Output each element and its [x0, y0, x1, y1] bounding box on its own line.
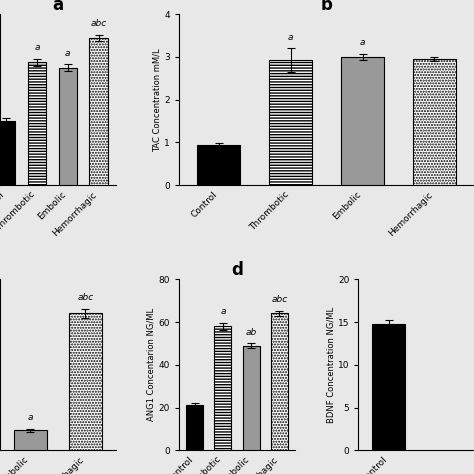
Bar	[69, 313, 102, 450]
Bar	[14, 430, 47, 450]
Bar	[0, 121, 16, 185]
Text: a: a	[34, 43, 40, 52]
Y-axis label: BDNF Concentration NG/ML: BDNF Concentration NG/ML	[326, 307, 335, 423]
Bar	[59, 68, 77, 185]
Text: a: a	[65, 49, 71, 58]
Title: b: b	[320, 0, 333, 14]
Bar	[197, 145, 240, 185]
Bar	[186, 405, 203, 450]
Title: a: a	[52, 0, 64, 14]
Text: abc: abc	[91, 19, 107, 28]
Text: a: a	[27, 413, 33, 422]
Text: a: a	[360, 38, 365, 47]
Text: a: a	[288, 33, 293, 42]
Bar	[372, 324, 405, 450]
Bar	[28, 62, 46, 185]
Bar	[271, 313, 288, 450]
Text: abc: abc	[271, 295, 287, 304]
Bar	[413, 59, 456, 185]
Title: d: d	[231, 261, 243, 279]
Bar	[269, 60, 312, 185]
Bar	[341, 57, 384, 185]
Text: abc: abc	[77, 293, 93, 302]
Y-axis label: TAC Concentration mM/L: TAC Concentration mM/L	[153, 48, 162, 152]
Bar	[214, 326, 231, 450]
Text: a: a	[220, 307, 226, 316]
Text: ab: ab	[246, 328, 257, 337]
Bar	[90, 38, 108, 185]
Bar	[243, 346, 260, 450]
Y-axis label: ANG1 Concentarion NG/ML: ANG1 Concentarion NG/ML	[147, 308, 156, 421]
